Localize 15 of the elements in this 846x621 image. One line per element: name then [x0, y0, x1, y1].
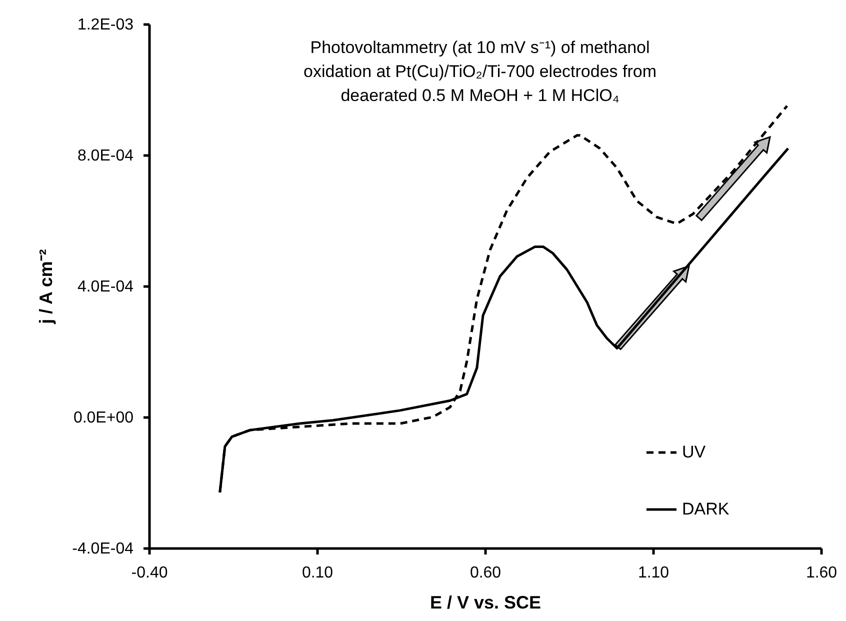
y-axis-title: j / A cm⁻² — [36, 249, 56, 325]
y-tick-label: 8.0E-04 — [77, 148, 134, 164]
x-tick-label: 1.60 — [806, 564, 838, 582]
x-tick-label: -0.40 — [131, 564, 168, 582]
x-tick-label: 1.10 — [638, 564, 670, 582]
x-tick-label: 0.60 — [470, 564, 502, 582]
legend-label: UV — [682, 442, 706, 462]
y-tick-label: 1.2E-03 — [77, 16, 134, 34]
x-axis-title: E / V vs. SCE — [430, 592, 542, 612]
y-tick-label: 0.0E+00 — [73, 410, 134, 426]
x-tick-label: 0.10 — [302, 564, 334, 582]
y-tick-label: 4.0E-04 — [77, 278, 134, 296]
legend-label: DARK — [682, 500, 730, 518]
text: Photovoltammetry (at 10 mV s⁻¹) of methanol oxidation at Pt(Cu)/TiO₂/Ti-700 electrodes from deaerated 0.5 M MeOH + 1 M HClO₄ — [302, 37, 658, 107]
y-tick-label: -4.0E-04 — [72, 540, 134, 558]
